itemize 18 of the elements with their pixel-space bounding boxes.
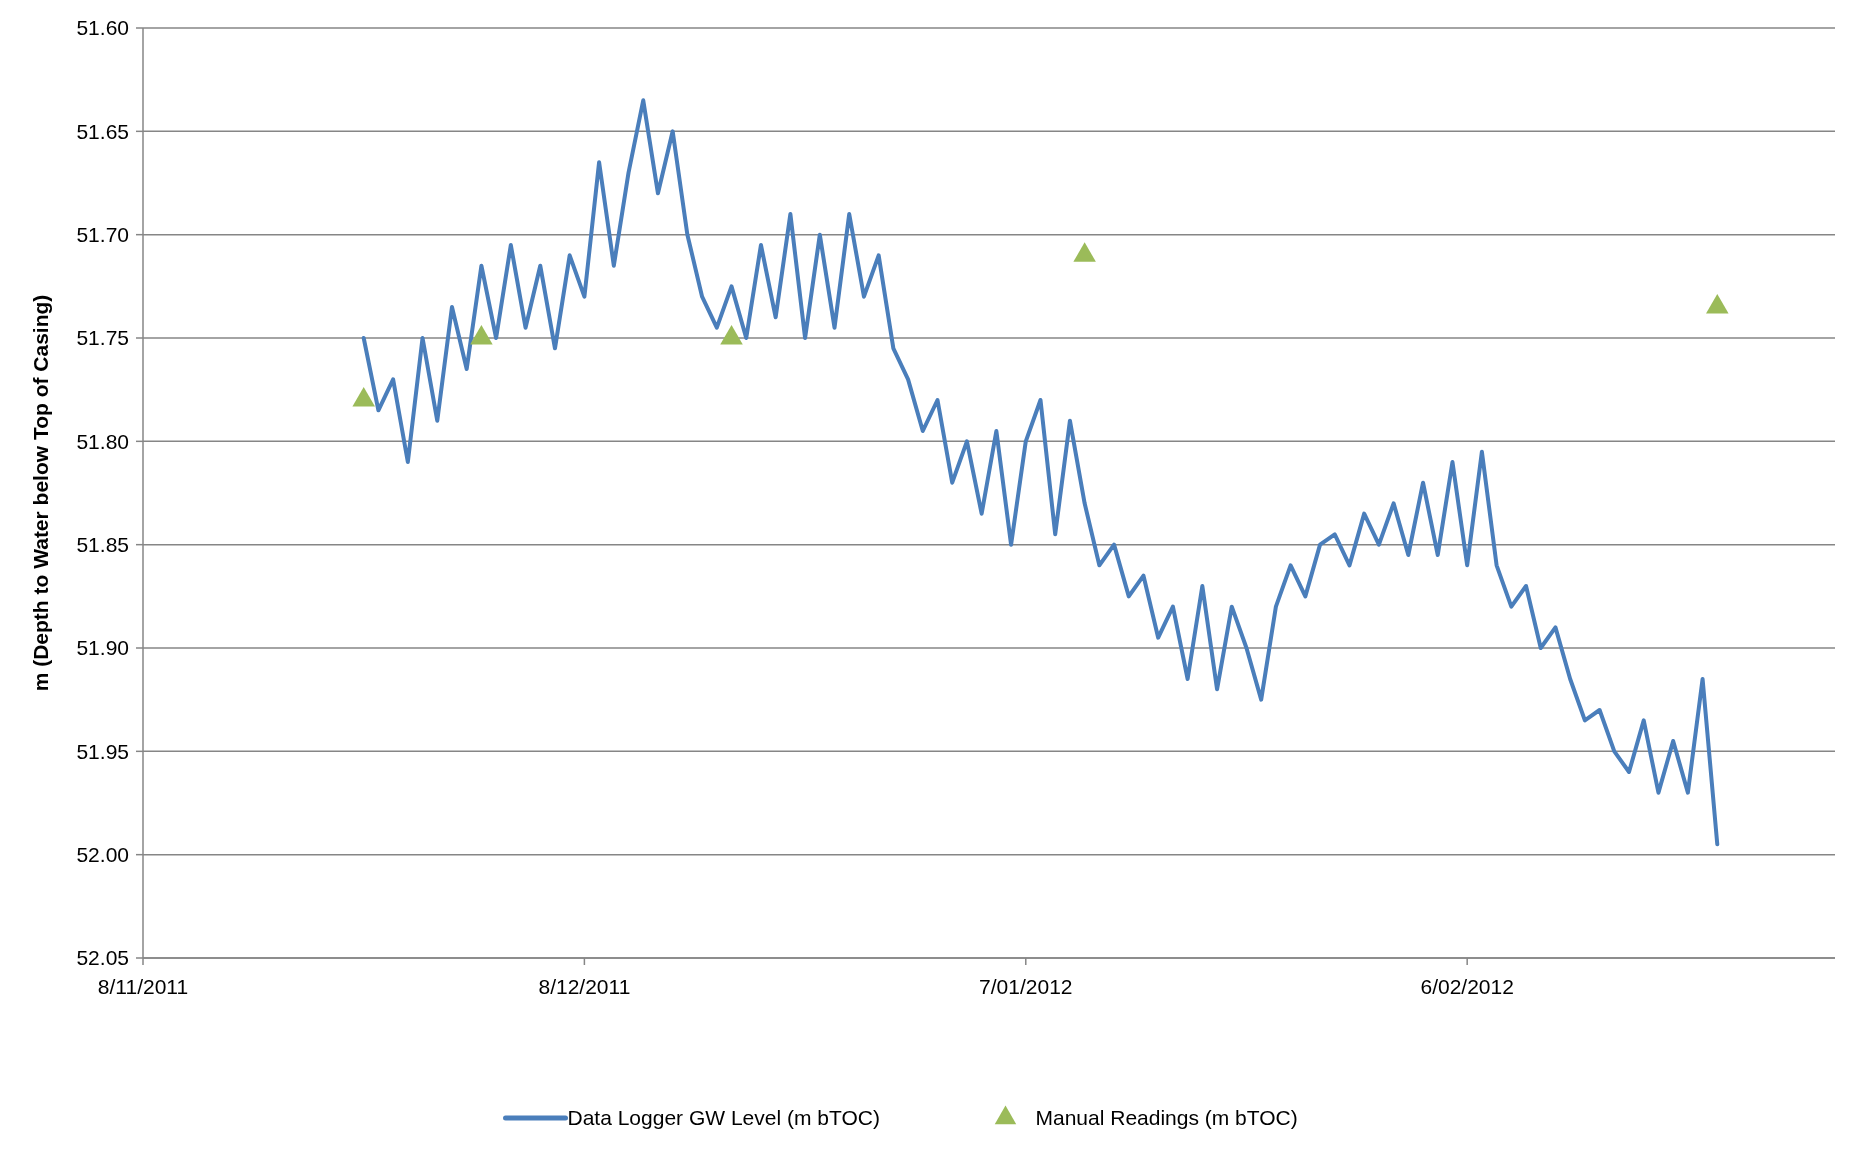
x-tick-label: 8/12/2011 (538, 975, 631, 998)
y-tick-label: 51.70 (76, 223, 129, 247)
x-tick-label: 8/11/2011 (97, 975, 189, 998)
legend-label: Data Logger GW Level (m bTOC) (567, 1106, 880, 1130)
x-tick-label: 7/01/2012 (979, 975, 1073, 998)
y-axis-title: m (Depth to Water below Top of Casing) (29, 294, 52, 692)
x-tick-label: 6/02/2012 (1420, 975, 1514, 998)
y-tick-label: 52.05 (76, 946, 129, 970)
y-tick-label: 51.90 (76, 636, 129, 660)
y-tick-label: 51.60 (76, 16, 129, 40)
legend-label: Manual Readings (m bTOC) (1035, 1106, 1298, 1130)
y-tick-label: 51.65 (76, 119, 129, 143)
y-tick-label: 51.75 (76, 326, 129, 350)
y-tick-label: 52.00 (76, 843, 129, 867)
y-tick-label: 51.95 (76, 739, 129, 763)
y-tick-label: 51.85 (76, 533, 129, 557)
line-series (361, 98, 1720, 847)
y-tick-label: 51.80 (76, 429, 129, 453)
